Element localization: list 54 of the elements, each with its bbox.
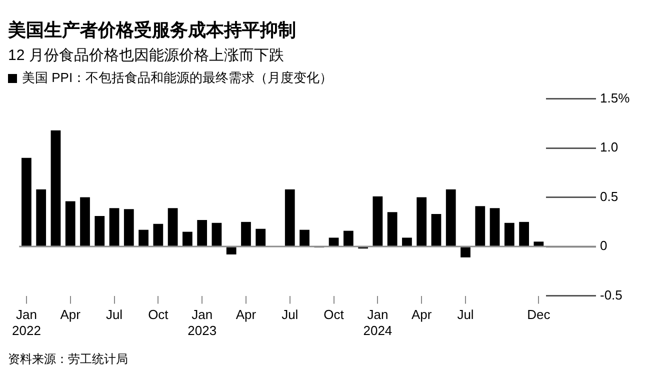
bar (328, 238, 339, 246)
legend-label: 美国 PPI：不包括食品和能源的最终需求（月度变化） (22, 69, 333, 87)
bar (475, 206, 486, 246)
bar (197, 220, 208, 246)
bar (416, 197, 427, 246)
bar (124, 209, 134, 246)
x-tick-label: Jan 2023 (188, 307, 217, 338)
bar (431, 214, 442, 246)
bar (109, 208, 120, 246)
bar (153, 224, 164, 246)
bar (226, 247, 236, 254)
x-tick-label: Jan 2022 (12, 307, 41, 338)
x-tick-label: Jul (282, 307, 298, 322)
x-tick-label: Jul (457, 307, 474, 322)
x-tick-label: Apr (411, 307, 432, 322)
bar (284, 189, 295, 246)
bar (490, 208, 500, 246)
y-tick-label: 1.5% (600, 90, 630, 106)
bar (300, 230, 310, 246)
bar (402, 238, 412, 246)
x-tick-label: Oct (324, 307, 344, 322)
bar (36, 189, 46, 246)
bar (138, 230, 148, 246)
bar (212, 222, 222, 246)
text: 资料来源：劳工统计局 (8, 351, 129, 368)
bar (256, 228, 266, 246)
bar (504, 222, 514, 246)
bar (460, 247, 470, 258)
y-tick-label: 1.0 (600, 140, 618, 155)
y-tick-label: 0.5 (600, 188, 618, 204)
x-tick-label: Apr (60, 307, 82, 322)
bar (80, 197, 90, 246)
bar (519, 222, 529, 246)
bar (534, 242, 544, 246)
bar (446, 189, 456, 246)
bar (50, 130, 61, 246)
chart-title: 美国生产者价格受服务成本持平抑制 (8, 19, 297, 42)
bar (241, 222, 251, 246)
y-tick-label: 0 (600, 238, 608, 254)
bar (387, 212, 398, 246)
bar (65, 201, 76, 246)
bar (182, 232, 192, 246)
bar (372, 196, 383, 246)
x-tick-label: Apr (236, 307, 257, 322)
chart-subtitle: 12 月份食品价格也因能源价格上涨而下跌 (8, 46, 285, 65)
x-tick-label: Dec (527, 307, 551, 322)
bar (94, 216, 105, 246)
x-tick-label: Jul (106, 307, 123, 322)
bar (22, 158, 32, 246)
bar (168, 208, 178, 246)
y-tick-label: -0.5 (600, 287, 622, 302)
x-tick-label: Oct (148, 307, 169, 322)
bar (343, 230, 354, 246)
x-tick-label: Jan 2024 (363, 307, 392, 338)
